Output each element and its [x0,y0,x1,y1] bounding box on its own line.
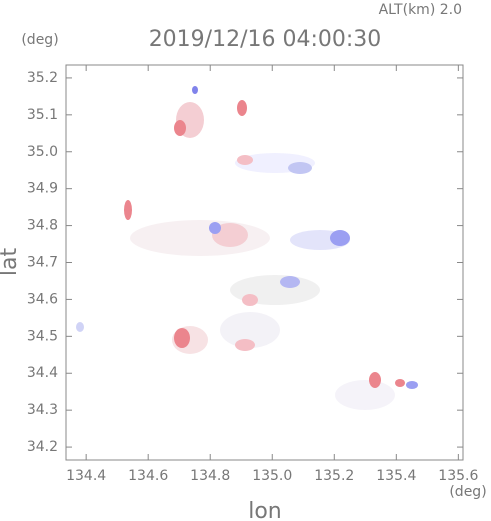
echo [174,120,186,136]
x-unit: (deg) [449,484,486,500]
chart-title: 2019/12/16 04:00:30 [149,27,382,52]
y-axis-label: lat [0,248,22,277]
echo [220,312,280,348]
echo [369,372,381,388]
x-tick-label: 134.6 [128,468,168,484]
echo [288,162,312,174]
y-tick-label: 34.4 [27,365,58,381]
echo [212,223,248,247]
echo [209,222,221,234]
echo [335,380,395,410]
echo [330,230,350,246]
y-tick-label: 34.8 [27,218,58,234]
y-tick-label: 34.3 [27,402,58,418]
echo [242,294,258,306]
x-tick-label: 134.8 [190,468,230,484]
x-tick-label: 135.0 [252,468,292,484]
echo [76,322,84,332]
x-tick-label: 135.2 [314,468,354,484]
altitude-label: ALT(km) 2.0 [379,2,462,18]
y-tick-label: 34.9 [27,181,58,197]
x-tick-label: 134.4 [66,468,106,484]
echo [280,276,300,288]
y-tick-label: 35.0 [27,144,58,160]
echo [174,328,190,348]
y-tick-label: 34.5 [27,328,58,344]
x-axis-label: lon [248,499,282,521]
echo [192,86,198,94]
x-tick-label: 135.6 [438,468,478,484]
echo [237,100,247,116]
echo [237,155,253,165]
echo [406,381,418,389]
y-tick-label: 35.1 [27,107,58,123]
y-tick-label: 34.7 [27,255,58,271]
echo [130,220,270,256]
x-tick-label: 135.4 [376,468,416,484]
y-tick-label: 34.2 [27,439,58,455]
y-tick-label: 35.2 [27,70,58,86]
y-unit: (deg) [21,32,58,48]
echo [395,379,405,387]
echo [124,200,132,220]
plot-frame [65,64,464,461]
echo [235,339,255,351]
y-tick-label: 34.6 [27,291,58,307]
radar-echoes [76,86,418,410]
